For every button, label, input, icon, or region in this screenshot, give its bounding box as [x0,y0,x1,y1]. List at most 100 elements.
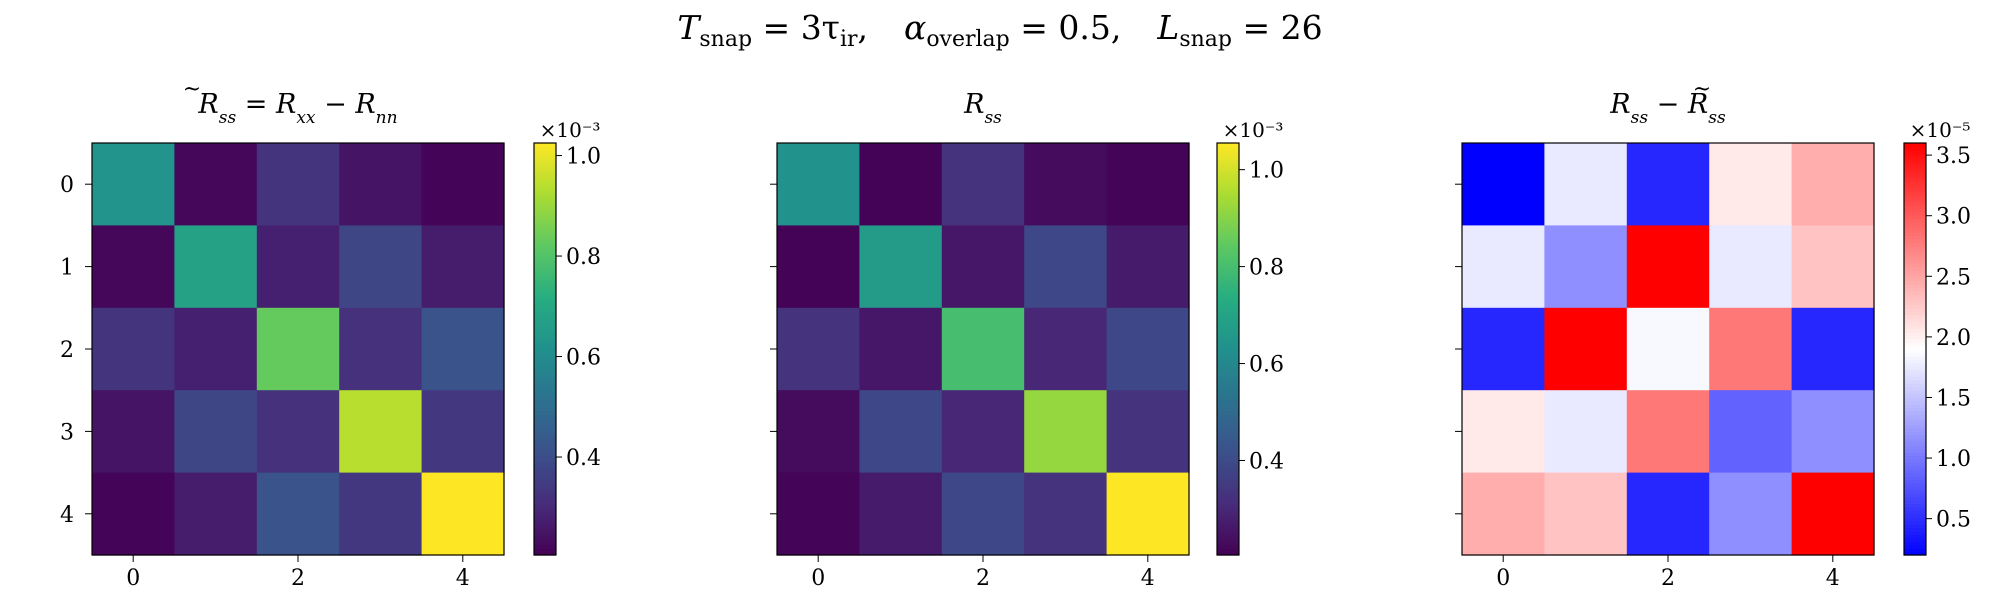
heatmap-cell [859,143,943,226]
colorbar-segment [1217,259,1239,264]
colorbar-segment [534,417,556,422]
colorbar-segment [1904,462,1926,467]
colorbar-segment [1904,465,1926,470]
colorbar-segment [1217,294,1239,299]
colorbar-segment [534,465,556,470]
colorbar-frame [1903,142,1927,556]
colorbar-segment [1904,496,1926,501]
heatmap-cell [1709,143,1793,226]
colorbar-segment [534,445,556,450]
colorbar-segment [1904,280,1926,285]
colorbar-segment [1217,537,1239,542]
colorbar-frame [1216,142,1240,556]
colorbar-segment [534,191,556,196]
figure-suptitle: Tsnap = 3τir, αoverlap = 0.5, Lsnap = 26 [677,8,1323,52]
heatmap-cell [256,143,340,226]
colorbar-segment [1904,530,1926,535]
heatmap-cell [339,225,423,309]
colorbar-segment [534,476,556,481]
colorbar-segment [1904,352,1926,357]
colorbar-segment [1217,469,1239,474]
colorbar-segment [1217,465,1239,470]
colorbar-segment [1904,273,1926,278]
colorbar-segment [1904,548,1926,553]
colorbar-segment [1904,362,1926,367]
colorbar-segment [534,551,556,556]
heatmap-cell [1024,472,1108,556]
colorbar-offset-label: ×10⁻⁵ [1910,118,1971,142]
colorbar-segment [1904,427,1926,432]
colorbar-segment [534,424,556,429]
colorbar-segment [534,331,556,336]
colorbar-segment [1217,197,1239,202]
colorbar-tick-label: 0.4 [566,446,601,471]
heatmap-cell [1791,472,1875,556]
colorbar-segment [534,249,556,254]
colorbar-segment [1217,300,1239,305]
heatmap-cell [1462,143,1545,226]
panel-title: Rss − Rss [1609,89,1726,128]
colorbar-segment [534,263,556,268]
title-tilde-mark: ~ [1693,77,1711,102]
y-tick-label: 4 [60,503,74,528]
colorbar-segment [534,239,556,244]
colorbar-segment [1904,197,1926,202]
colorbar-tick-label: 0.6 [1249,353,1284,378]
colorbar-segment [1217,221,1239,226]
colorbar-segment [534,173,556,178]
colorbar-segment [1217,397,1239,402]
colorbar-segment [534,345,556,350]
heatmap-cell [1626,307,1710,391]
colorbar-tick-label: 0.8 [1249,256,1284,281]
colorbar-segment [1217,194,1239,199]
y-tick-label: 2 [60,338,74,363]
heatmap-cell [1626,390,1710,474]
colorbar-segment [1217,431,1239,436]
colorbar-segment [1904,537,1926,542]
colorbar-segment [1217,462,1239,467]
colorbar-segment [534,500,556,505]
colorbar-segment [534,266,556,271]
colorbar-segment [1217,311,1239,316]
colorbar-segment [1217,173,1239,178]
suptitle-lsnap-value: 26 [1280,8,1323,47]
colorbar-segment [1904,328,1926,333]
colorbar-segment [1904,146,1926,151]
colorbar-segment [1217,252,1239,257]
colorbar-segment [1217,208,1239,213]
y-tick-label: 3 [60,420,74,445]
colorbar-segment [1217,218,1239,223]
colorbar-segment [1217,369,1239,374]
colorbar-segment [1217,551,1239,556]
colorbar-tick-label: 2.0 [1936,326,1971,351]
colorbar-segment [534,321,556,326]
heatmap-cell [1106,225,1190,309]
colorbar-segment [534,427,556,432]
colorbar-segment [534,376,556,381]
heatmap-cell [92,143,175,226]
heatmap-cell [421,390,505,474]
colorbar-segment [1904,551,1926,556]
colorbar-segment [1217,266,1239,271]
heatmap-cell [941,472,1025,556]
colorbar-segment [1904,149,1926,154]
colorbar-segment [1217,359,1239,364]
colorbar-segment [1904,359,1926,364]
heatmap-cell [1626,225,1710,309]
colorbar-segment [1217,335,1239,340]
heatmap-cell [859,472,943,556]
heatmap-cell [174,472,258,556]
colorbar-segment [1217,534,1239,539]
heatmap-cell [1791,225,1875,309]
colorbar-segment [1904,458,1926,463]
colorbar-segment [534,506,556,511]
colorbar-segment [1217,500,1239,505]
heatmap-cell [1106,472,1190,556]
heatmap-cell [859,225,943,309]
x-tick-label: 0 [811,566,825,591]
suptitle-tsnap-sub: ir [839,27,858,52]
colorbar-segment [1904,383,1926,388]
colorbar-segment [1904,386,1926,391]
colorbar-segment [534,362,556,367]
